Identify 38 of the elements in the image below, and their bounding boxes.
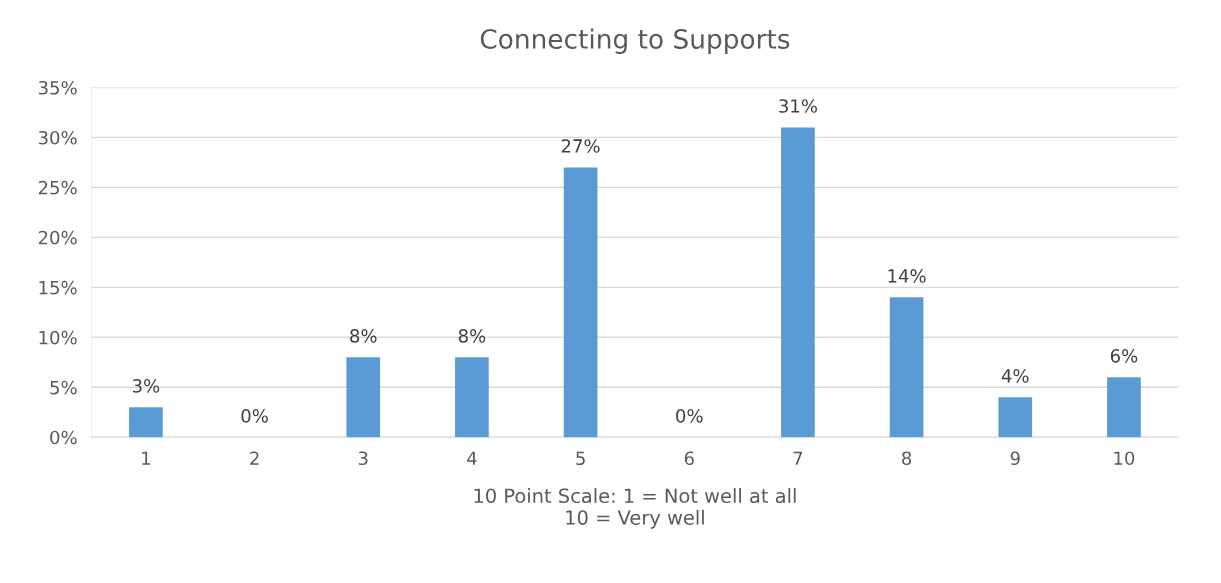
data-label: 8% <box>458 329 486 343</box>
data-label: 14% <box>888 269 926 283</box>
bar <box>1107 377 1141 438</box>
x-tick-label: 6 <box>684 451 694 466</box>
bar <box>129 407 163 438</box>
y-tick-label: 35% <box>38 80 77 95</box>
data-label: 0% <box>676 408 703 423</box>
x-tick-label: 10 <box>1114 451 1135 466</box>
data-label: 6% <box>1110 349 1138 363</box>
chart-title: Connecting to Supports <box>480 28 790 55</box>
data-label: 27% <box>561 139 600 153</box>
x-tick-label: 2 <box>250 451 259 465</box>
x-tick-label: 3 <box>358 451 368 466</box>
y-tick-label: 10% <box>39 330 77 345</box>
data-label: 3% <box>132 379 160 393</box>
y-tick-label: 15% <box>39 280 77 295</box>
y-tick-label: 30% <box>38 130 77 145</box>
y-tick-label: 25% <box>38 180 77 195</box>
x-tick-label: 4 <box>467 451 477 465</box>
x-tick-label: 9 <box>1010 451 1020 466</box>
x-tick-label: 8 <box>902 451 912 466</box>
x-tick-label: 7 <box>793 451 803 465</box>
x-tick-label: 5 <box>576 451 585 466</box>
x-axis-title: 10 Point Scale: 1 = Not well at all 10 = Very well <box>474 488 796 529</box>
y-tick-label: 5% <box>50 380 77 395</box>
y-tick-label: 20% <box>38 230 77 245</box>
x-tick-label: 1 <box>142 451 150 465</box>
bar <box>346 357 381 438</box>
data-label: 8% <box>350 329 377 343</box>
bar <box>889 297 924 438</box>
bar <box>563 167 598 438</box>
data-label: 31% <box>779 99 817 113</box>
bar <box>998 397 1033 438</box>
y-tick-label: 0% <box>50 430 77 445</box>
bar <box>455 357 489 438</box>
bar <box>781 127 815 438</box>
data-label: 0% <box>241 408 268 423</box>
data-label: 4% <box>1001 369 1029 383</box>
